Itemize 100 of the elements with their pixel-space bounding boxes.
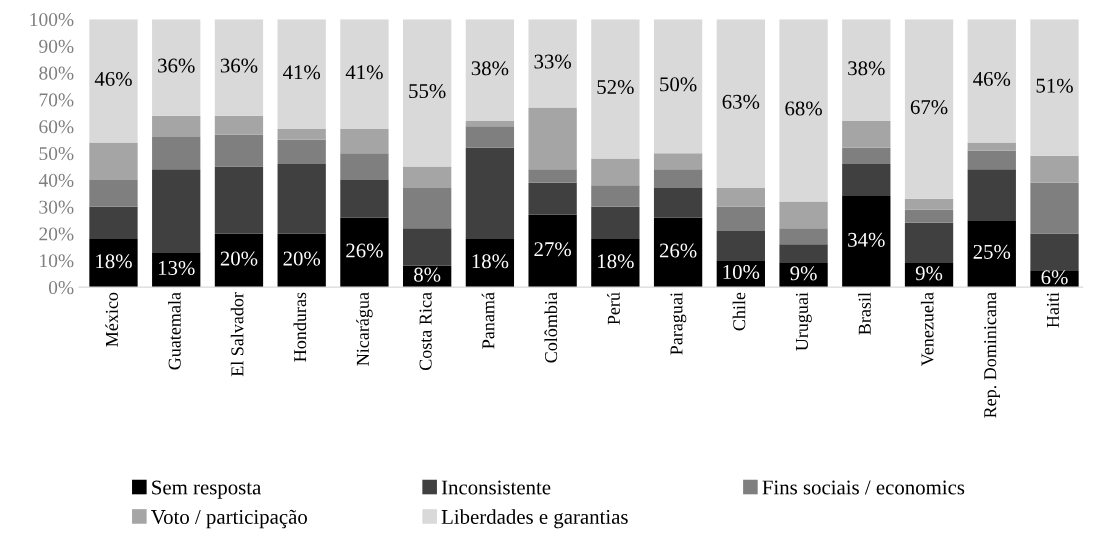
bar <box>716 206 765 231</box>
y-tick-label: 10% <box>40 254 74 268</box>
data-label: 26% <box>346 243 383 258</box>
data-label: 33% <box>534 54 572 69</box>
bar <box>967 142 1016 151</box>
bar <box>591 206 640 239</box>
bar <box>277 139 326 164</box>
bar <box>716 188 765 207</box>
bar <box>403 19 452 167</box>
bar <box>340 153 389 180</box>
y-tick-label: 80% <box>39 66 74 80</box>
bar <box>528 169 577 183</box>
x-tick-label: Haiti <box>1046 292 1060 328</box>
bar <box>528 214 577 288</box>
bar <box>716 19 765 188</box>
bar <box>842 147 891 164</box>
data-label: 46% <box>973 71 1011 87</box>
data-label: 18% <box>472 254 509 269</box>
bar <box>465 126 515 148</box>
bar <box>152 19 201 116</box>
bar <box>716 230 765 261</box>
data-label: 20% <box>220 251 258 266</box>
bar <box>340 217 389 288</box>
data-label: 20% <box>283 251 321 266</box>
bar <box>653 153 703 170</box>
y-tick-label: 20% <box>39 227 74 241</box>
data-label: 55% <box>409 84 446 99</box>
x-tick-label: Honduras <box>293 292 307 362</box>
bar <box>779 244 828 264</box>
x-tick-label: Chile <box>732 292 746 331</box>
bar <box>89 19 138 143</box>
bar <box>403 188 452 229</box>
bar <box>89 206 138 239</box>
data-label: 41% <box>283 65 321 80</box>
x-tick-label: Brasil <box>858 292 871 335</box>
bar <box>340 129 389 154</box>
data-label: 18% <box>96 254 132 269</box>
x-tick-label: Paraguai <box>670 292 687 355</box>
bar <box>465 121 515 127</box>
x-tick-label: Costa Rica <box>419 292 432 371</box>
data-label: 27% <box>534 242 572 257</box>
x-tick-label: Perú <box>607 292 620 325</box>
bar <box>779 228 828 245</box>
x-tick-label: Uruguai <box>795 292 812 351</box>
x-tick-label: Venezuela <box>920 292 934 367</box>
bar <box>653 217 703 288</box>
bar <box>591 185 640 207</box>
bar <box>967 19 1016 143</box>
bar <box>842 19 891 121</box>
bar <box>465 19 515 121</box>
bar <box>779 263 828 288</box>
legend-label: Sem resposta <box>152 480 262 499</box>
bar <box>842 196 891 288</box>
bar <box>653 19 703 154</box>
bar <box>403 228 452 266</box>
bar <box>904 209 954 223</box>
y-tick-label: 90% <box>39 39 74 53</box>
data-label: 51% <box>1036 78 1073 93</box>
data-label: 34% <box>848 232 885 247</box>
bar <box>214 19 264 116</box>
bar <box>904 19 954 199</box>
data-label: 50% <box>660 77 697 92</box>
data-label: 6% <box>1041 270 1068 285</box>
bar <box>967 169 1016 221</box>
x-tick-label: El Salvador <box>230 292 244 377</box>
data-label: 38% <box>848 61 885 76</box>
data-label: 9% <box>915 266 943 281</box>
bar <box>904 222 954 264</box>
bar <box>89 142 138 180</box>
bar <box>528 107 577 170</box>
y-tick-label: 30% <box>39 200 74 214</box>
data-label: 13% <box>158 260 195 276</box>
x-tick-label: Panamá <box>481 292 495 349</box>
legend-label: Inconsistente <box>441 480 551 495</box>
bar <box>591 19 640 159</box>
bar <box>528 182 577 215</box>
bar <box>277 163 326 234</box>
data-label: 63% <box>722 94 760 109</box>
bar <box>465 147 515 239</box>
x-tick-label: Nicarágua <box>356 292 373 366</box>
y-tick-label: 50% <box>39 146 74 161</box>
bar <box>1030 182 1079 234</box>
y-tick-label: 100% <box>30 12 74 27</box>
x-tick-label: Rep. Dominicana <box>984 292 1000 418</box>
data-label: 10% <box>723 264 760 280</box>
bar <box>528 19 577 108</box>
legend-label: Voto / participação <box>151 509 307 529</box>
bar <box>779 201 828 229</box>
bar <box>214 233 264 288</box>
bar <box>89 238 138 288</box>
data-label: 36% <box>158 58 195 73</box>
data-label: 9% <box>790 266 817 281</box>
bar <box>591 158 640 186</box>
bar <box>277 233 326 288</box>
x-tick-label: Colômbia <box>544 292 558 363</box>
y-tick-label: 70% <box>39 93 74 107</box>
data-label: 67% <box>910 100 948 115</box>
bar <box>465 238 515 288</box>
y-tick-label: 40% <box>38 173 74 187</box>
bar <box>904 198 954 210</box>
